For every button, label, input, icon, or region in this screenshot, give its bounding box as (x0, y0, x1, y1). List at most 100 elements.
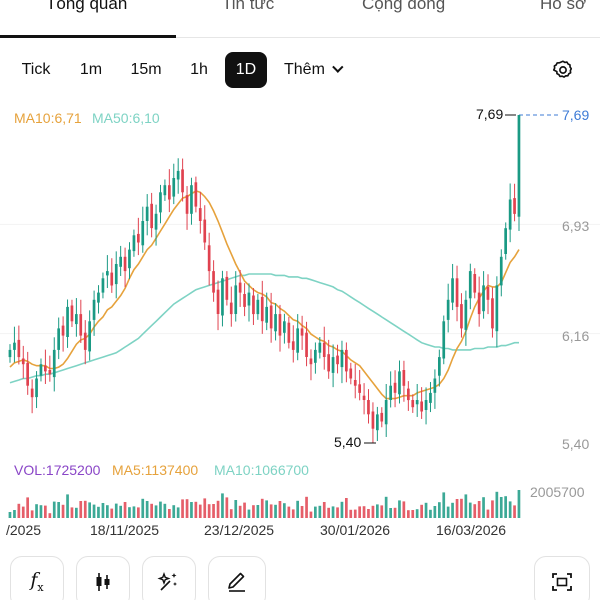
candle (110, 258, 114, 293)
candle-body (8, 349, 12, 358)
candle (265, 292, 268, 331)
candle (402, 360, 406, 402)
active-tab-underline (0, 35, 176, 38)
volume-bar (287, 506, 291, 518)
volume-bar (150, 503, 153, 518)
candle (44, 349, 47, 384)
candle (336, 344, 339, 374)
volume-bar (309, 511, 313, 518)
volume-bar (331, 506, 335, 518)
candle-body (75, 314, 78, 325)
candle-body (256, 299, 260, 315)
volume-bar (482, 497, 485, 518)
volume-bar (424, 502, 428, 518)
volume-bar (83, 500, 87, 518)
candle-body (420, 401, 423, 412)
tab-profile[interactable]: Hồ sơ (540, 0, 587, 13)
tab-community[interactable]: Cộng đồng (362, 0, 446, 13)
candle (491, 287, 494, 338)
candle (185, 186, 189, 230)
volume-bar (464, 494, 468, 518)
candle (340, 340, 344, 384)
tab-news[interactable]: Tin tức (222, 0, 275, 13)
candle (106, 255, 109, 289)
timeframe-1d[interactable]: 1D (225, 52, 267, 88)
candle-body (460, 304, 463, 329)
screenshot-button[interactable] (534, 556, 590, 600)
candle-body (176, 170, 180, 180)
candle-body (212, 271, 215, 293)
candle (389, 371, 392, 408)
candle (225, 271, 229, 306)
candle-body (252, 295, 255, 315)
candle-body (119, 256, 122, 267)
volume-bar (336, 507, 339, 518)
volume-bar (70, 507, 74, 518)
volume-bar (123, 502, 127, 518)
candle (322, 326, 326, 370)
candle (203, 205, 207, 250)
volume-bar (433, 506, 437, 518)
more-timeframes-button[interactable]: Thêm (284, 52, 344, 88)
candle (79, 299, 83, 344)
volume-bar (451, 502, 454, 518)
candle-body (464, 299, 468, 330)
timeframe-1m[interactable]: 1m (79, 61, 103, 78)
volume-bar (101, 503, 105, 518)
timeframe-1h[interactable]: 1h (190, 61, 208, 78)
volume-bar (92, 504, 96, 518)
candle-body (229, 302, 233, 315)
candle-body (66, 306, 69, 337)
candle (446, 283, 450, 333)
candle-body (234, 285, 238, 314)
formula-button[interactable]: fx (10, 556, 64, 600)
min-price-marker: 5,40 (334, 434, 361, 450)
candle (66, 299, 69, 348)
price-chart[interactable]: MA10:6,71 MA50:6,10 7,69 6,93 6,16 5,40 … (0, 100, 600, 542)
candle (513, 183, 516, 222)
candle (429, 381, 432, 413)
candle (287, 316, 291, 349)
candle (238, 269, 242, 307)
candle-body (446, 299, 450, 320)
ma50-line (9, 273, 519, 384)
volume-bar (367, 509, 370, 518)
timeframe-tick[interactable]: Tick (21, 61, 51, 78)
candle-body (380, 412, 384, 422)
volume-bar (296, 500, 299, 518)
candle (477, 276, 481, 327)
candle-body (194, 182, 198, 207)
chart-type-button[interactable] (76, 556, 130, 600)
candle (57, 317, 60, 360)
candle-body (168, 185, 171, 200)
candle (13, 326, 16, 363)
volume-bar (380, 505, 384, 518)
volume-bar (499, 497, 503, 518)
candle-body (163, 185, 167, 196)
volume-bar (110, 508, 114, 518)
candle-body (384, 400, 388, 425)
volume-bar (398, 500, 401, 518)
gear-icon[interactable] (552, 59, 574, 81)
candle (190, 177, 193, 225)
timeframe-15m[interactable]: 15m (130, 61, 162, 78)
volume-bar (402, 501, 406, 518)
candle (371, 402, 375, 443)
candle-body (491, 298, 494, 329)
volume-bar (128, 507, 131, 518)
volume-bar (243, 502, 246, 518)
tab-overview[interactable]: Tổng quan (46, 0, 128, 13)
candle-body (269, 305, 273, 329)
candle-body (265, 306, 268, 323)
volume-bar (376, 504, 379, 518)
candle-body (486, 286, 490, 300)
indicator-magic-button[interactable] (142, 556, 196, 600)
candle-body (336, 355, 339, 365)
draw-button[interactable] (208, 556, 266, 600)
candle (168, 169, 171, 213)
candle (243, 283, 246, 317)
volume-bar (345, 498, 348, 518)
function-icon: fx (11, 569, 63, 594)
candle (517, 115, 521, 232)
volume-bars (8, 490, 521, 518)
